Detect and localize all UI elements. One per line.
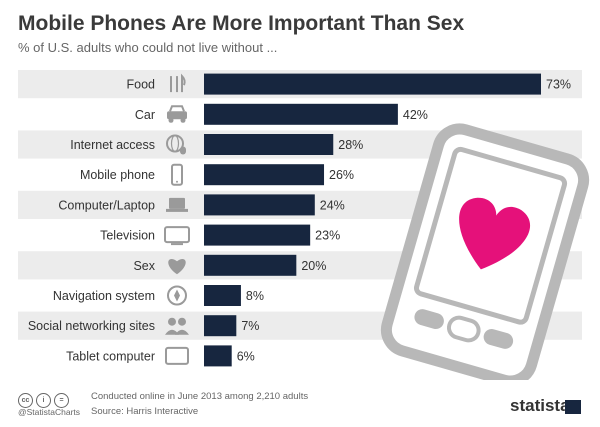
category-label: Social networking sites bbox=[28, 319, 155, 333]
chart-title: Mobile Phones Are More Important Than Se… bbox=[18, 12, 465, 35]
value-label: 28% bbox=[338, 138, 363, 152]
value-label: 7% bbox=[241, 319, 259, 333]
creative-commons-icon[interactable]: cc bbox=[18, 393, 33, 408]
compass-icon bbox=[167, 285, 187, 306]
category-label: Sex bbox=[133, 259, 155, 273]
heart-icon bbox=[168, 258, 186, 275]
bar-chart: Food 73% Car 42% Internet access 28% Mobile ph… bbox=[18, 70, 590, 380]
source-note: Source: Harris Interactive bbox=[91, 406, 199, 417]
bar bbox=[204, 164, 325, 186]
phone-icon bbox=[171, 163, 183, 186]
bar bbox=[204, 315, 237, 337]
category-label: Food bbox=[127, 78, 156, 92]
category-label: Navigation system bbox=[53, 289, 155, 303]
value-label: 26% bbox=[329, 168, 354, 182]
globe-mouse-icon bbox=[166, 134, 186, 155]
survey-note: Conducted online in June 2013 among 2,21… bbox=[91, 391, 309, 402]
chart-subtitle: % of U.S. adults who could not live with… bbox=[18, 40, 278, 55]
value-label: 20% bbox=[301, 259, 326, 273]
laptop-icon bbox=[166, 197, 188, 212]
tv-icon bbox=[164, 226, 190, 246]
statista-logo-mark bbox=[565, 400, 581, 414]
category-label: Tablet computer bbox=[66, 349, 155, 363]
category-label: Computer/Laptop bbox=[58, 198, 155, 212]
twitter-handle[interactable]: @StatistaCharts bbox=[18, 407, 81, 417]
bar bbox=[204, 194, 315, 216]
bar bbox=[204, 345, 232, 367]
category-label: Television bbox=[100, 229, 155, 243]
value-label: 8% bbox=[246, 289, 264, 303]
no-derivatives-icon[interactable]: = bbox=[54, 393, 69, 408]
bar bbox=[204, 254, 297, 276]
category-label: Mobile phone bbox=[80, 168, 155, 182]
value-label: 6% bbox=[237, 349, 255, 363]
bar bbox=[204, 103, 398, 125]
value-label: 73% bbox=[546, 78, 571, 92]
phone-heart-illustration bbox=[380, 123, 590, 380]
footer: cc i = @StatistaCharts Conducted online in… bbox=[0, 381, 600, 427]
attribution-icon[interactable]: i bbox=[36, 393, 51, 408]
bar bbox=[204, 73, 541, 95]
bar bbox=[204, 224, 311, 246]
statista-logo[interactable]: statista bbox=[510, 396, 570, 415]
value-label: 42% bbox=[403, 108, 428, 122]
value-label: 24% bbox=[320, 198, 345, 212]
people-icon bbox=[165, 317, 189, 335]
category-label: Internet access bbox=[70, 138, 155, 152]
value-label: 23% bbox=[315, 229, 340, 243]
fork-knife-icon bbox=[170, 73, 186, 93]
category-label: Car bbox=[135, 108, 155, 122]
car-icon bbox=[167, 105, 187, 123]
tablet-icon bbox=[165, 346, 189, 365]
bar bbox=[204, 285, 241, 306]
license-icons: cc i = bbox=[18, 389, 72, 408]
bar bbox=[204, 134, 334, 155]
